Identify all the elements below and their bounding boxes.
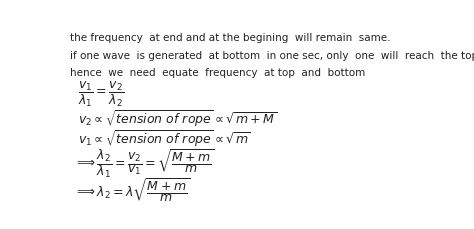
Text: hence  we  need  equate  frequency  at top  and  bottom: hence we need equate frequency at top an… bbox=[70, 68, 365, 78]
Text: if one wave  is generated  at bottom  in one sec, only  one  will  reach  the to: if one wave is generated at bottom in on… bbox=[70, 50, 474, 60]
Text: the frequency  at end and at the begining  will remain  same.: the frequency at end and at the begining… bbox=[70, 33, 391, 43]
Text: $v_1 \propto \sqrt{\mathit{tension\ of\ rope}} \propto \sqrt{m}$: $v_1 \propto \sqrt{\mathit{tension\ of\ … bbox=[78, 127, 251, 148]
Text: $v_2 \propto \sqrt{\mathit{tension\ of\ rope}} \propto \sqrt{m+M}$: $v_2 \propto \sqrt{\mathit{tension\ of\ … bbox=[78, 108, 277, 129]
Text: $\Longrightarrow \lambda_2 = \lambda\sqrt{\dfrac{M+m}{m}}$: $\Longrightarrow \lambda_2 = \lambda\sqr… bbox=[74, 176, 191, 203]
Text: $\dfrac{v_1}{\lambda_1} = \dfrac{v_2}{\lambda_2}$: $\dfrac{v_1}{\lambda_1} = \dfrac{v_2}{\l… bbox=[78, 79, 124, 108]
Text: $\Longrightarrow \dfrac{\lambda_2}{\lambda_1} = \dfrac{v_2}{v_1} = \sqrt{\dfrac{: $\Longrightarrow \dfrac{\lambda_2}{\lamb… bbox=[74, 146, 215, 179]
